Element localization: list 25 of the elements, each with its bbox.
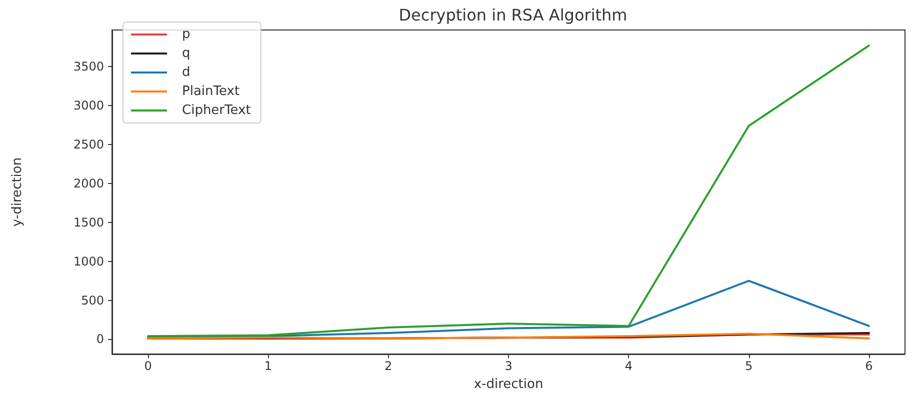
legend-label: PlainText (182, 84, 240, 99)
y-tick-label: 2500 (73, 137, 104, 152)
x-tick-label: 0 (144, 359, 152, 373)
x-tick-label: 1 (264, 359, 272, 373)
y-tick-label: 3000 (73, 98, 104, 113)
x-tick-label: 6 (865, 359, 873, 373)
legend-label: CipherText (182, 103, 251, 118)
line-series (147, 44, 870, 338)
y-tick-label: 2000 (73, 176, 104, 190)
legend-label: q (182, 46, 190, 61)
y-tick-label: 0 (96, 332, 104, 346)
line-series (147, 280, 870, 339)
legend-label: p (182, 27, 190, 42)
x-tick-label: 3 (504, 359, 512, 373)
y-tick-label: 500 (81, 293, 104, 308)
x-tick-label: 4 (624, 359, 632, 373)
x-tick-label: 2 (384, 359, 392, 373)
chart-title: Decryption in RSA Algorithm (398, 6, 628, 24)
y-tick-label: 1500 (73, 215, 104, 230)
y-tick-label: 1000 (73, 254, 104, 268)
y-tick-label: 3500 (73, 60, 104, 74)
x-axis-title: x-direction (474, 377, 544, 392)
legend-label: d (182, 65, 190, 80)
y-axis-title: y-direction (10, 157, 25, 227)
x-tick-label: 5 (744, 359, 753, 373)
